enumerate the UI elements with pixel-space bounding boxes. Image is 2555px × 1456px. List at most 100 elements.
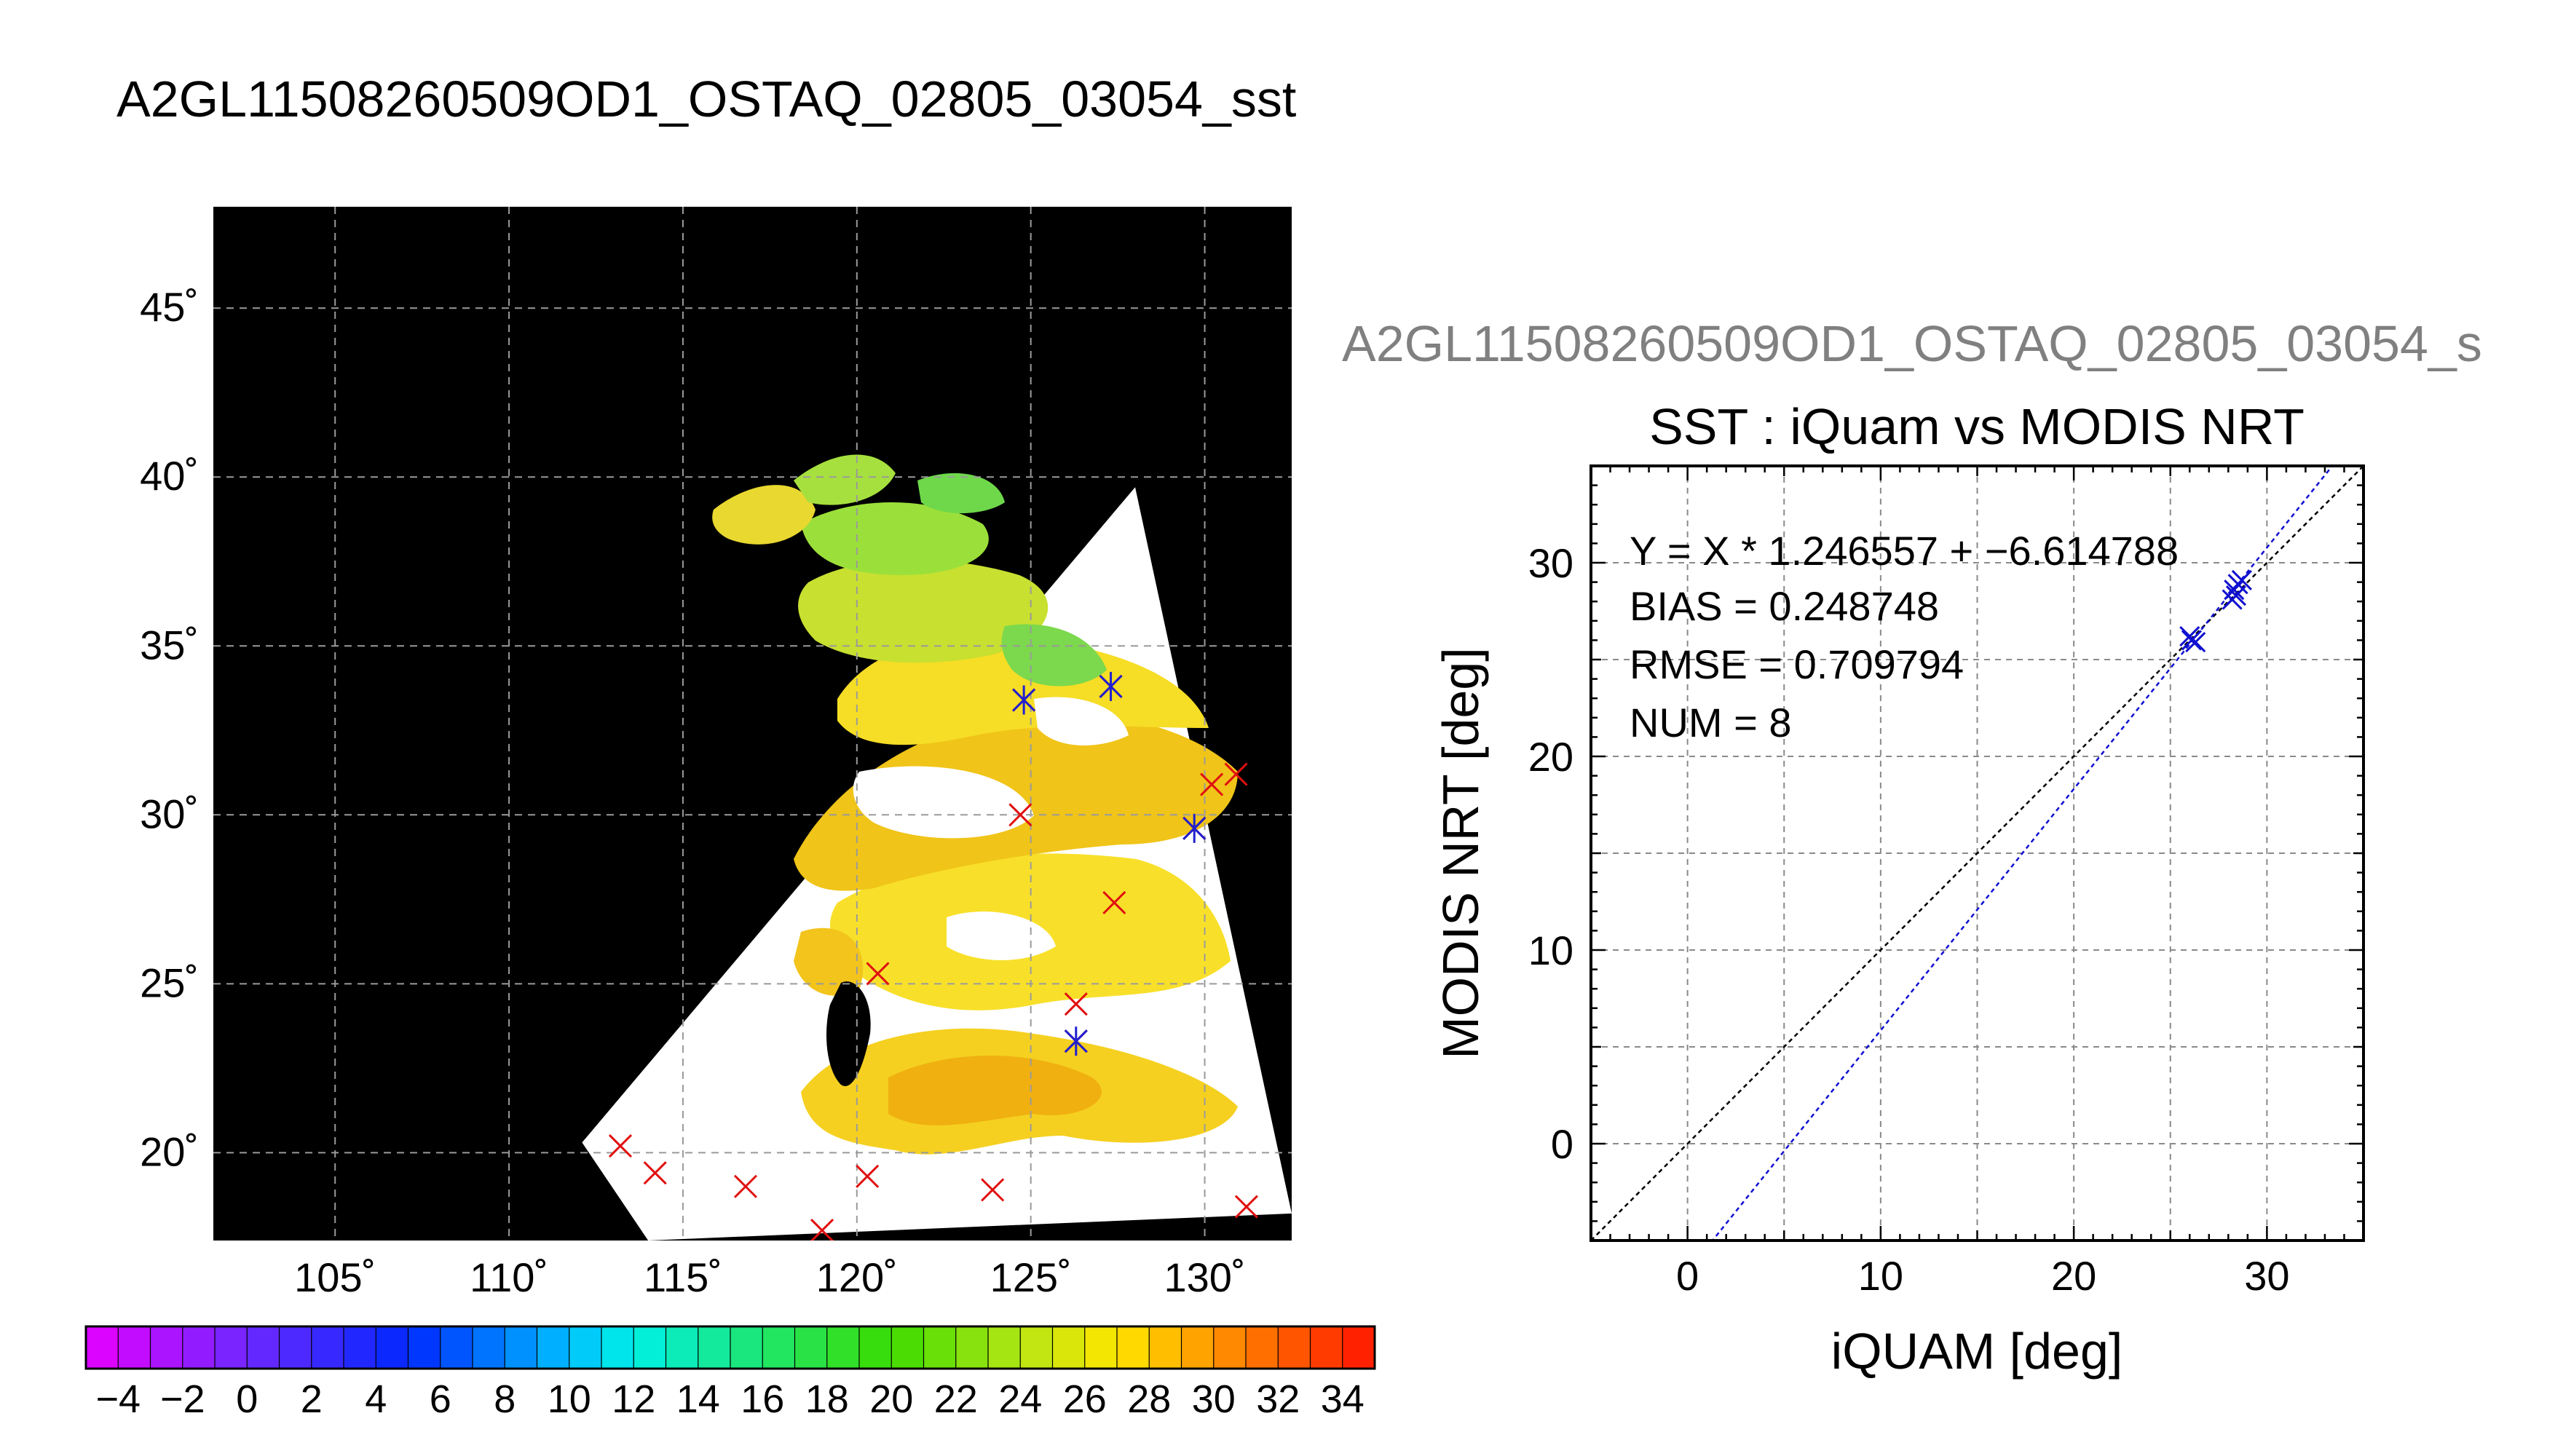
colorbar-tick-label: 12 — [612, 1377, 655, 1421]
colorbar-bin — [376, 1326, 408, 1369]
stats-fit-equation: Y = X * 1.246557 + −6.614788 — [1630, 528, 2179, 574]
map-overlap-marker — [1064, 1026, 1088, 1056]
map-lon-tick-label: 115˚ — [644, 1254, 722, 1300]
colorbar-tick-label: 34 — [1321, 1377, 1365, 1421]
colorbar-tick-label: 16 — [741, 1377, 784, 1421]
marker-stroke — [1064, 992, 1088, 1016]
map-lon-tick-label: 110˚ — [470, 1254, 548, 1300]
stats-bias: BIAS = 0.248748 — [1630, 583, 1939, 629]
colorbar-bin — [666, 1326, 699, 1369]
scatter-plot: SST : iQuam vs MODIS NRT 0 10 20 30 0 10 20 30… — [1432, 398, 2365, 1380]
colorbar-bin — [698, 1326, 731, 1369]
colorbar-tick-label: 6 — [430, 1377, 451, 1421]
colorbar-bin — [859, 1326, 892, 1369]
scatter-x-tick-labels: 0 10 20 30 — [1676, 1253, 2289, 1299]
colorbar-bin — [1278, 1326, 1311, 1369]
marker-stroke — [810, 1219, 834, 1241]
colorbar-bin — [794, 1326, 828, 1369]
scatter-y-tick-label: 0 — [1551, 1121, 1573, 1167]
colorbar: −4 −2 0 2 4 6 8 10 12 14 16 18 20 22 24 26 28 30 32 34 — [84, 1325, 1376, 1421]
colorbar-bin — [440, 1326, 473, 1369]
map-lat-tick-label: 35˚ — [140, 622, 199, 668]
colorbar-bin — [1246, 1326, 1279, 1369]
colorbar-bin — [1149, 1326, 1182, 1369]
marker-stroke — [1224, 762, 1248, 786]
colorbar-bin — [826, 1326, 860, 1369]
scatter-title: SST : iQuam vs MODIS NRT — [1649, 398, 2305, 455]
colorbar-bin — [923, 1326, 957, 1369]
scatter-y-tick-labels: 0 10 20 30 — [1528, 540, 1573, 1167]
map-match-marker — [1102, 890, 1126, 915]
point-stroke — [2224, 579, 2245, 601]
marker-stroke — [866, 962, 890, 986]
map-overlap-marker — [1099, 671, 1123, 701]
scatter-y-tick-label: 10 — [1528, 927, 1573, 973]
colorbar-bin — [1020, 1326, 1053, 1369]
sst-map: 105˚ 110˚ 115˚ 120˚ 125˚ 130˚ 20˚ 25˚ 30˚ 35˚ 40˚… — [140, 207, 1292, 1300]
x-axis-label: iQUAM [deg] — [1831, 1323, 2123, 1380]
stats-rmse: RMSE = 0.709794 — [1630, 641, 1964, 687]
map-lon-tick-label: 125˚ — [990, 1254, 1072, 1300]
colorbar-tick-label: 4 — [365, 1377, 387, 1421]
map-match-marker — [608, 1134, 633, 1158]
marker-stroke — [856, 1164, 880, 1188]
scatter-point — [2185, 631, 2206, 653]
colorbar-bin — [344, 1326, 376, 1369]
map-gridlines — [213, 207, 1292, 1241]
marker-stroke — [1234, 1195, 1258, 1219]
colorbar-tick-label: 22 — [934, 1377, 978, 1421]
scatter-points — [2179, 569, 2252, 653]
point-stroke — [2181, 630, 2202, 651]
colorbar-bin — [601, 1326, 634, 1369]
scatter-point — [2224, 579, 2245, 601]
colorbar-bin — [1310, 1326, 1343, 1369]
point-stroke — [2185, 631, 2206, 653]
scatter-y-tick-label: 30 — [1528, 540, 1573, 586]
map-lon-tick-labels: 105˚ 110˚ 115˚ 120˚ 125˚ 130˚ — [294, 1254, 1245, 1300]
colorbar-bin — [473, 1326, 505, 1369]
colorbar-bin — [730, 1326, 763, 1369]
marker-stroke — [981, 1178, 1005, 1202]
main-title: A2GL11508260509OD1_OSTAQ_02805_03054_sst — [117, 71, 1296, 127]
secondary-title: A2GL11508260509OD1_OSTAQ_02805_03054_s — [1342, 315, 2482, 372]
colorbar-bin — [118, 1326, 151, 1369]
colorbar-bin — [762, 1326, 795, 1369]
colorbar-bin — [891, 1326, 924, 1369]
point-stroke — [2231, 569, 2252, 591]
colorbar-bin — [988, 1326, 1021, 1369]
map-lat-tick-label: 30˚ — [140, 791, 199, 836]
marker-stroke — [1200, 772, 1224, 796]
map-match-marker — [1064, 992, 1088, 1016]
colorbar-bins — [85, 1326, 1375, 1369]
colorbar-bin — [215, 1326, 248, 1369]
map-overlap-marker — [1012, 685, 1036, 715]
scatter-point — [2181, 630, 2202, 651]
colorbar-frame — [84, 1325, 1376, 1370]
colorbar-bin — [955, 1326, 989, 1369]
colorbar-tick-labels: −4 −2 0 2 4 6 8 10 12 14 16 18 20 22 24 26 28 30 32 34 — [95, 1377, 1364, 1421]
map-lat-tick-label: 45˚ — [140, 284, 199, 330]
scatter-point — [2231, 569, 2252, 591]
y-axis-label: MODIS NRT [deg] — [1432, 647, 1489, 1059]
sst-field — [712, 454, 1238, 1155]
colorbar-bin — [408, 1326, 441, 1369]
map-match-marker — [733, 1174, 758, 1198]
map-match-marker — [866, 962, 890, 986]
colorbar-bin — [247, 1326, 280, 1369]
colorbar-bin — [279, 1326, 312, 1369]
map-overlap-marker — [1182, 813, 1207, 843]
colorbar-tick-label: −4 — [95, 1377, 141, 1421]
regression-fit-line — [1711, 466, 2334, 1241]
colorbar-tick-label: −2 — [160, 1377, 205, 1421]
stats-num: NUM = 8 — [1630, 700, 1792, 745]
scatter-x-tick-label: 30 — [2244, 1253, 2289, 1299]
colorbar-bin — [311, 1326, 344, 1369]
colorbar-bin — [1213, 1326, 1247, 1369]
map-match-marker — [1200, 772, 1224, 796]
map-match-marker — [810, 1219, 834, 1241]
map-match-marker — [1008, 803, 1032, 827]
colorbar-bin — [1117, 1326, 1150, 1369]
colorbar-bin — [1052, 1326, 1086, 1369]
colorbar-tick-label: 20 — [869, 1377, 913, 1421]
